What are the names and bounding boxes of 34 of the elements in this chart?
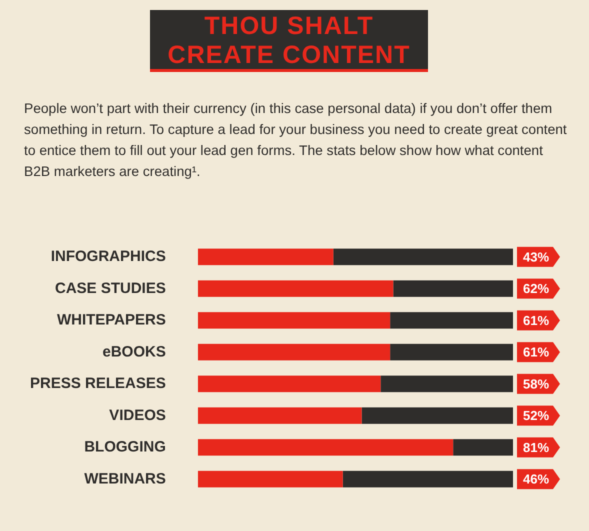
data-label: 43% [522, 249, 550, 264]
bar [390, 312, 513, 329]
data-label: 61% [522, 344, 550, 360]
y-tick-label: eBOOKS [102, 343, 166, 360]
bar [380, 376, 513, 392]
y-tick-label: VIDEOS [109, 406, 166, 424]
chart-title: THOU SHALT CREATE CONTENT [150, 10, 428, 72]
bar [393, 280, 513, 297]
y-tick-label: BLOGGING [84, 438, 166, 456]
bar [333, 248, 513, 266]
data-label: 62% [522, 281, 550, 296]
bar [342, 470, 513, 488]
bar [198, 439, 454, 456]
bar [198, 407, 362, 424]
data-label: 46% [522, 472, 550, 487]
chart-subtitle: People won’t part with their currency (in this case personal data) if you don’t offer them something in return. To capture a lead for your business you need to create great content to entice them to fill out your lead gen forms. The stats below show how what content B2B marketers are creating¹. [24, 100, 568, 181]
bar [198, 312, 390, 329]
bar [453, 439, 513, 456]
data-label: 52% [522, 408, 550, 424]
y-tick-label: INFOGRAPHICS [50, 248, 166, 266]
bar [198, 344, 390, 360]
bar [198, 248, 334, 266]
data-label: 58% [522, 376, 550, 392]
y-tick-label: WEBINARS [84, 470, 166, 488]
data-label: 61% [522, 312, 550, 328]
bar [390, 344, 513, 360]
data-label: 81% [522, 440, 550, 455]
y-tick-label: WHITEPAPERS [56, 312, 166, 329]
bar [198, 376, 381, 392]
bar [362, 407, 513, 424]
bar [198, 470, 343, 488]
bar [198, 280, 394, 297]
y-tick-label: CASE STUDIES [55, 280, 166, 297]
y-tick-label: PRESS RELEASES [30, 375, 166, 392]
